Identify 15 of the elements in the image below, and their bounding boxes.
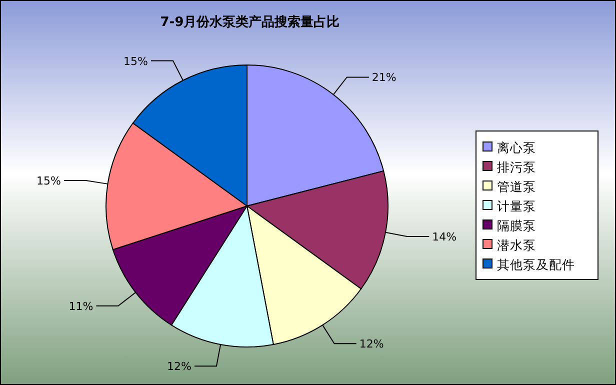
data-label: 15%	[124, 54, 148, 68]
legend-label: 其他泵及配件	[497, 257, 575, 272]
legend-label: 计量泵	[497, 198, 536, 214]
data-label: 11%	[68, 300, 94, 313]
data-label: 12%	[167, 360, 192, 374]
legend-label: 潜水泵	[497, 238, 536, 252]
data-label: 12%	[359, 338, 384, 351]
legend-label: 管道泵	[497, 179, 536, 194]
legend-label: 排污泵	[497, 160, 536, 174]
data-label: 14%	[432, 230, 457, 244]
legend-label: 隔膜泵	[497, 218, 536, 233]
chart-title: 7-9月份水泵类产品搜索量占比	[160, 14, 340, 30]
legend-label: 离心泵	[497, 140, 536, 155]
data-label: 15%	[36, 174, 62, 188]
data-label: 21%	[372, 71, 396, 84]
